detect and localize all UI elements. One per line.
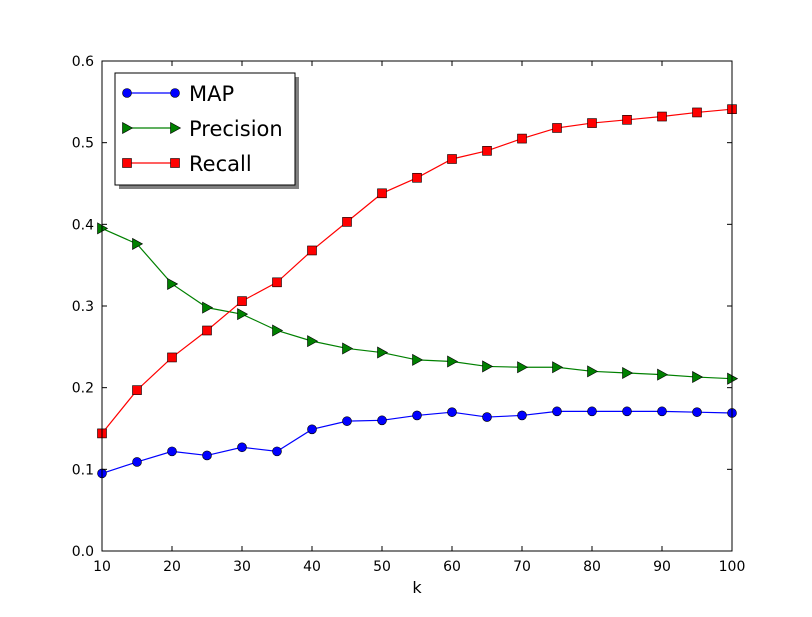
data-point-recall [202, 325, 212, 336]
data-point-recall [342, 217, 352, 227]
data-point-recall [552, 123, 562, 133]
x-tick-label: 20 [163, 559, 181, 575]
data-point-map [272, 446, 282, 457]
data-point-precision [377, 346, 389, 359]
x-tick-label: 30 [233, 559, 251, 575]
data-point-map [167, 446, 177, 457]
x-tick-label: 80 [583, 559, 601, 575]
legend-box [114, 72, 296, 186]
legend-marker-map [122, 88, 132, 98]
data-point-map [307, 424, 317, 435]
y-tick-label: 0.1 [72, 462, 94, 478]
data-point-precision [447, 355, 459, 368]
series-line-map [101, 410, 733, 474]
plot-frame [101, 60, 733, 552]
data-point-precision [132, 237, 144, 250]
data-point-map [692, 407, 702, 417]
data-point-precision [202, 301, 214, 314]
data-point-recall [622, 115, 632, 125]
data-point-precision [237, 308, 249, 321]
data-point-recall [657, 111, 667, 122]
x-tick-label: 40 [303, 559, 321, 575]
data-point-precision [552, 361, 564, 374]
data-point-recall [692, 107, 702, 118]
data-point-recall [307, 245, 317, 256]
data-point-recall [237, 296, 247, 306]
data-point-precision [342, 342, 354, 355]
data-point-recall [447, 154, 457, 164]
data-point-precision [167, 277, 179, 290]
legend-marker-map [170, 88, 180, 98]
data-point-recall [587, 118, 597, 128]
series-line-precision [101, 227, 733, 380]
data-point-map [517, 410, 527, 421]
data-point-precision [517, 361, 529, 374]
data-point-precision [412, 353, 424, 366]
data-point-precision [307, 335, 319, 348]
data-point-precision [482, 360, 494, 373]
data-point-map [622, 406, 632, 417]
data-point-map [202, 450, 212, 461]
y-tick-label: 0.4 [72, 217, 94, 233]
legend-marker-recall [170, 158, 180, 168]
x-tick-label: 90 [653, 559, 671, 575]
data-point-map [412, 410, 422, 421]
data-point-map [342, 416, 352, 426]
x-tick-label: 60 [443, 559, 461, 575]
legend-marker-precision [122, 121, 134, 135]
x-tick-label: 70 [513, 559, 531, 575]
x-tick-label: 100 [719, 559, 746, 575]
y-tick-label: 0.5 [72, 136, 94, 152]
data-point-recall [272, 277, 282, 288]
data-point-recall [412, 172, 422, 183]
x-tick-label: 50 [373, 559, 391, 575]
data-point-recall [167, 352, 177, 363]
data-point-map [237, 442, 247, 453]
data-point-precision [587, 365, 599, 378]
legend-label-precision: Precision [189, 117, 283, 141]
data-point-map [552, 406, 562, 417]
legend-label-recall: Recall [189, 152, 252, 176]
legend: MAP Precision Recall [114, 72, 299, 189]
data-point-recall [377, 188, 387, 199]
legend-marker-precision [170, 121, 182, 135]
y-tick-label: 0.2 [72, 381, 94, 397]
data-point-map [132, 457, 142, 467]
data-point-map [377, 415, 387, 426]
axes-layer: 10 20 30 40 50 60 70 80 90 100 0.0 0.1 0.2 0.3 0.4 0.5 0… [72, 54, 746, 597]
legend-label-map: MAP [189, 82, 234, 106]
plot-frame-layer [101, 60, 733, 552]
data-point-precision [657, 368, 669, 381]
series-layer [97, 104, 739, 479]
data-point-map [587, 406, 597, 417]
data-point-precision [692, 371, 704, 384]
data-point-recall [482, 146, 492, 156]
x-axis-label: k [412, 578, 422, 597]
data-point-map [657, 406, 667, 417]
data-point-precision [272, 324, 284, 337]
data-point-recall [517, 133, 527, 144]
y-tick-label: 0.0 [72, 544, 94, 560]
x-tick-label: 10 [93, 559, 111, 575]
data-point-map [447, 407, 457, 417]
y-tick-label: 0.3 [72, 299, 94, 315]
data-point-precision [622, 366, 634, 379]
data-point-map [482, 412, 492, 422]
legend-marker-recall [122, 158, 132, 168]
data-point-recall [132, 385, 142, 395]
y-tick-label: 0.6 [72, 54, 94, 70]
